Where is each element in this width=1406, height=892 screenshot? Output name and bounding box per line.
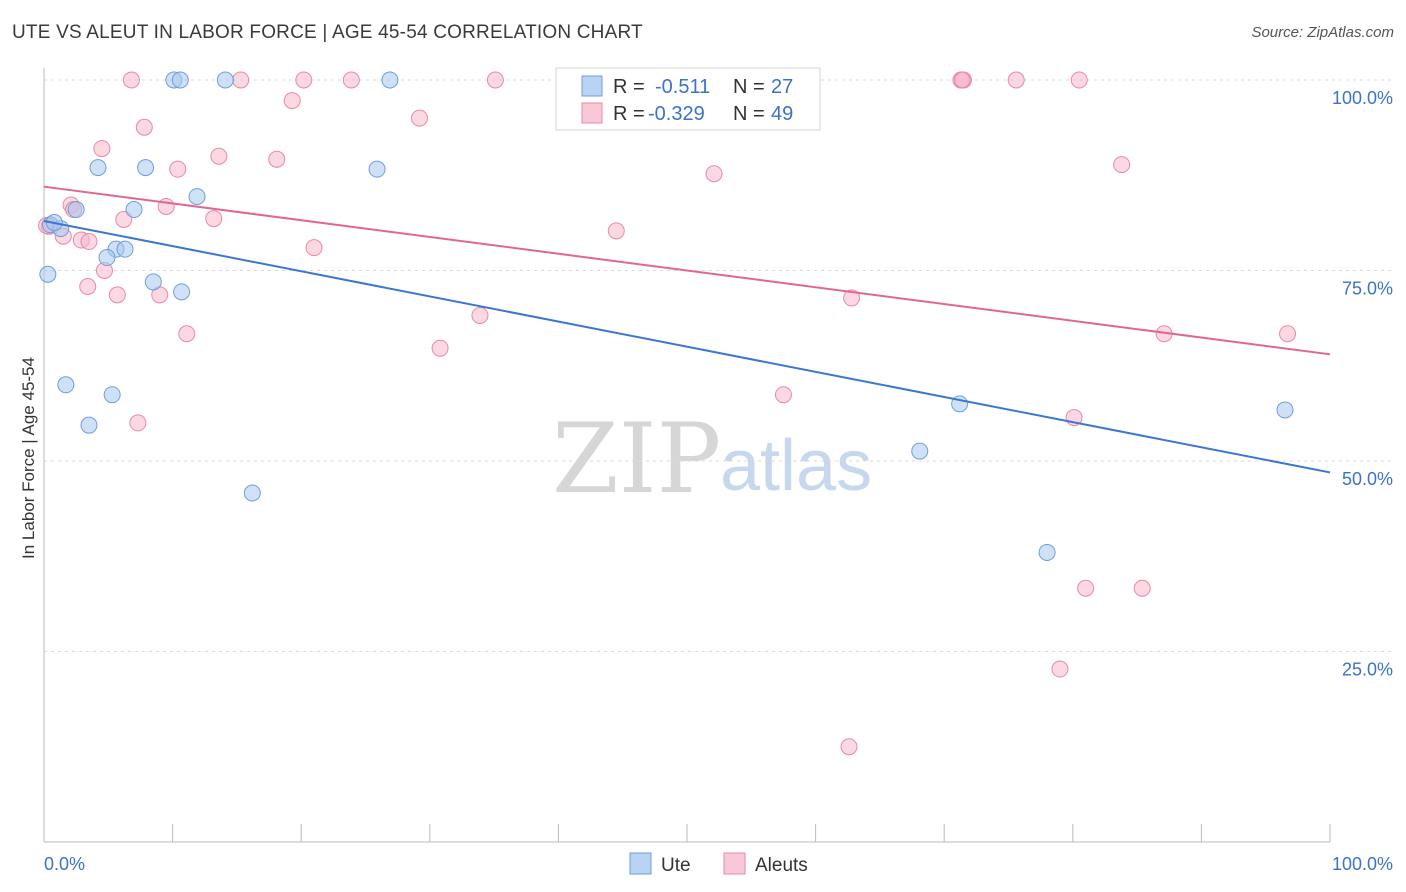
y-tick-label-50: 50.0% (1342, 469, 1393, 489)
ute-point-23 (911, 442, 929, 460)
aleut-point-26 (431, 339, 449, 357)
ute-point-17 (57, 376, 75, 394)
ute-point-19 (80, 416, 98, 434)
ute-point-7 (171, 71, 189, 89)
ute-point-18 (103, 386, 121, 404)
bottom-legend-ute: Ute (661, 855, 691, 876)
aleut-point-20 (268, 150, 286, 168)
aleut-point-17 (205, 210, 223, 228)
watermark-zip: ZIP (552, 403, 721, 515)
aleut-point-33 (774, 386, 792, 404)
aleut-point-24 (342, 71, 360, 89)
bottom-legend-aleuts: Aleuts (755, 855, 808, 876)
aleut-point-27 (471, 306, 489, 324)
aleut-point-39 (1070, 71, 1088, 89)
bottom-legend-swatch-ute (629, 852, 652, 875)
ute-point-21 (368, 160, 386, 178)
aleut-point-29 (129, 414, 147, 432)
y-tick-label-25: 25.0% (1342, 660, 1393, 680)
legend-swatch-aleuts (581, 102, 603, 124)
trendlines (43, 185, 1331, 474)
ute-point-25 (1276, 401, 1294, 419)
watermark: ZIP atlas (552, 403, 872, 515)
ute-trendline (43, 219, 1331, 474)
aleut-point-41 (1077, 579, 1095, 597)
aleut-point-35 (840, 738, 858, 756)
legend-ute-n-value: 27 (771, 76, 793, 98)
aleut-point-25 (411, 109, 429, 127)
y-tick-label-75: 75.0% (1342, 279, 1393, 299)
aleut-trendline (43, 185, 1331, 356)
aleut-point-30 (607, 222, 625, 240)
aleut-point-9 (115, 210, 133, 228)
aleut-point-12 (122, 71, 140, 89)
source-note: Source: ZipAtlas.com (1251, 24, 1394, 41)
aleut-point-45 (1051, 660, 1069, 678)
y-axis-label: In Labor Force | Age 45-54 (19, 357, 38, 559)
ute-point-14 (98, 249, 116, 267)
aleut-point-42 (1113, 156, 1131, 174)
aleut-point-16 (178, 325, 196, 343)
aleut-point-28 (486, 71, 504, 89)
watermark-atlas: atlas (720, 426, 872, 506)
aleut-point-22 (295, 71, 313, 89)
legend-aleuts-n-label: N = (733, 103, 765, 125)
y-tick-label-100: 100.0% (1332, 88, 1393, 108)
legend-aleuts-r-label: R = (613, 103, 645, 125)
legend-swatch-ute (581, 75, 603, 97)
ute-point-8 (216, 71, 234, 89)
bottom-legend: Ute Aleuts (629, 852, 808, 876)
legend-ute-r-value: -0.511 (655, 76, 710, 98)
aleut-point-34 (843, 289, 861, 307)
legend: R = -0.511 N = 27 R = -0.329 N = 49 (555, 67, 821, 131)
legend-aleuts-n-value: 49 (771, 103, 793, 125)
ute-point-15 (144, 273, 162, 291)
aleut-point-11 (135, 118, 153, 136)
series-ute (39, 71, 1294, 561)
chart-title: UTE VS ALEUT IN LABOR FORCE | AGE 45-54 … (12, 22, 643, 43)
legend-aleuts-r-value: -0.329 (648, 103, 705, 125)
aleut-point-18 (210, 147, 228, 165)
aleut-point-13 (169, 160, 187, 178)
ute-point-24 (1038, 543, 1056, 561)
aleut-point-5 (80, 233, 98, 251)
ute-point-5 (137, 159, 155, 177)
legend-ute-n-label: N = (733, 76, 765, 98)
ute-point-4 (89, 159, 107, 177)
legend-ute-r-label: R = (613, 76, 645, 98)
ute-point-11 (125, 201, 143, 219)
aleut-point-6 (79, 278, 97, 296)
aleut-point-10 (93, 140, 111, 158)
ute-point-1 (39, 265, 57, 283)
x-tick-label-max: 100.0% (1332, 854, 1393, 874)
aleut-point-31 (705, 165, 723, 183)
y-tick-labels: 25.0% 50.0% 75.0% 100.0% (1332, 88, 1393, 680)
bottom-legend-swatch-aleuts (723, 852, 746, 875)
aleut-point-21 (283, 92, 301, 110)
aleut-point-43 (1133, 579, 1151, 597)
aleut-point-46 (1279, 325, 1297, 343)
ute-point-16 (173, 283, 191, 301)
ute-point-13 (116, 240, 134, 258)
gridlines (44, 79, 1392, 652)
ute-point-9 (381, 71, 399, 89)
ute-point-20 (243, 484, 261, 502)
ute-point-10 (188, 188, 206, 206)
series-aleuts (38, 71, 1297, 756)
x-tick-label-min: 0.0% (44, 854, 85, 874)
aleut-point-19 (232, 71, 250, 89)
x-axis-ticks (172, 824, 1331, 842)
aleut-point-38 (1007, 71, 1025, 89)
aleut-point-48 (953, 71, 971, 89)
ute-point-3 (67, 201, 85, 219)
aleut-point-8 (108, 286, 126, 304)
x-tick-labels: 0.0% 100.0% (44, 854, 1393, 874)
aleut-point-23 (305, 239, 323, 257)
